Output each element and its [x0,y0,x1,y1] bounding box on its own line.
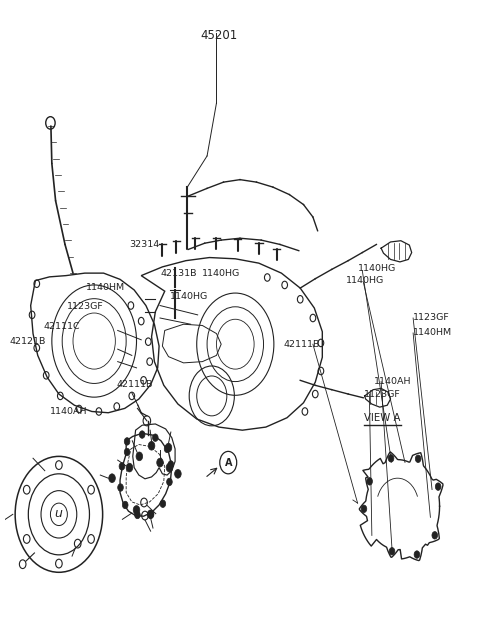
Text: 1140HG: 1140HG [358,264,396,273]
Text: 1123GF: 1123GF [364,389,400,399]
Text: 45201: 45201 [200,29,238,43]
Text: 42131B: 42131B [160,268,196,278]
Text: 1140AH: 1140AH [373,377,411,386]
Circle shape [124,438,130,445]
Circle shape [126,463,133,472]
Circle shape [167,478,172,486]
Circle shape [415,455,421,462]
Circle shape [148,511,154,518]
Circle shape [147,510,154,519]
Circle shape [367,478,372,485]
Text: 1140HM: 1140HM [413,328,452,338]
Text: 1123GF: 1123GF [413,314,450,322]
Circle shape [124,448,130,456]
Circle shape [389,548,395,555]
Text: 42111C: 42111C [43,322,80,331]
Circle shape [119,462,125,470]
Circle shape [414,551,420,558]
Circle shape [388,455,394,462]
Text: 1140AH: 1140AH [49,407,87,416]
Circle shape [432,532,438,539]
Circle shape [136,452,143,460]
Text: 1123GF: 1123GF [67,302,104,311]
Circle shape [166,463,173,472]
Text: VIEW A: VIEW A [364,413,400,423]
Text: 1140HG: 1140HG [203,268,240,278]
Circle shape [435,483,441,490]
Text: u: u [54,507,62,520]
Circle shape [148,441,155,450]
Text: 1140HM: 1140HM [86,283,125,292]
Circle shape [165,443,172,452]
Text: 42121B: 42121B [10,336,46,345]
Circle shape [118,484,123,491]
Text: 1140HG: 1140HG [170,293,209,301]
Circle shape [361,505,367,513]
Text: A: A [225,457,232,467]
Text: 42111B: 42111B [117,380,153,389]
Text: 1140HG: 1140HG [346,276,384,285]
Circle shape [164,445,170,453]
Circle shape [175,469,181,478]
Circle shape [133,506,140,515]
Circle shape [139,431,145,438]
Circle shape [160,500,166,508]
Circle shape [153,434,158,441]
Circle shape [134,511,140,519]
Circle shape [168,460,174,468]
Circle shape [109,474,115,483]
Text: 42111B: 42111B [283,340,320,349]
Circle shape [122,501,128,509]
Text: 32314: 32314 [130,240,160,249]
Circle shape [157,458,163,467]
